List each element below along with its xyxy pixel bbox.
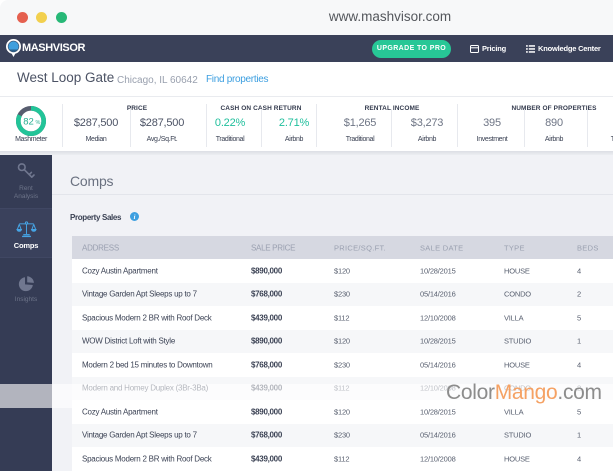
svg-text:%: % — [36, 120, 41, 126]
svg-text:i: i — [134, 214, 136, 221]
svg-text:82: 82 — [23, 117, 34, 128]
